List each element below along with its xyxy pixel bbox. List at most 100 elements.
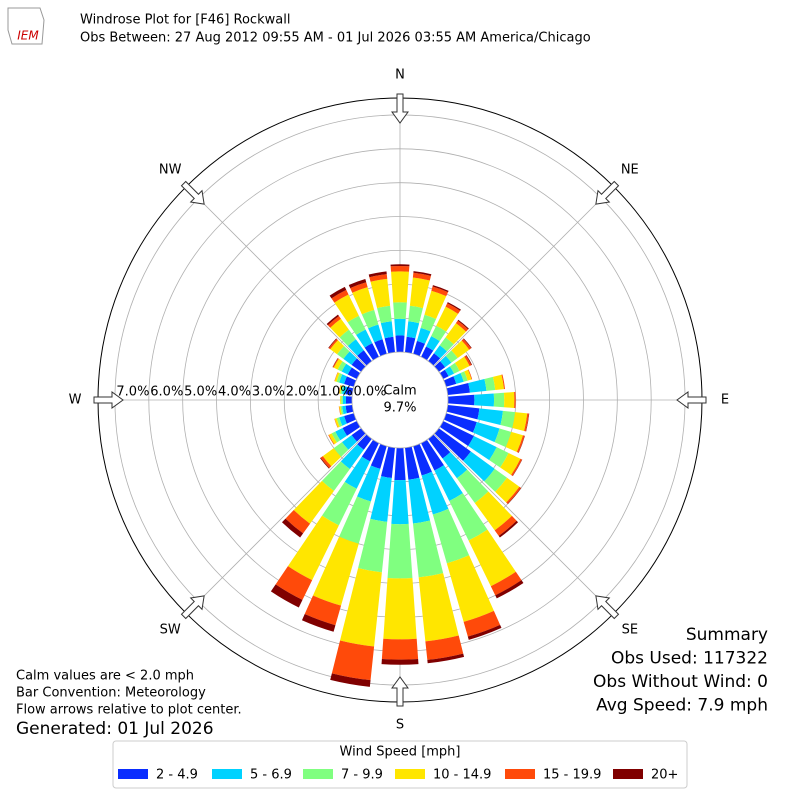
wind-bar-segment (287, 515, 339, 581)
flow-arrow-shape (391, 93, 409, 124)
wind-bar-segment (440, 355, 452, 368)
wind-bar-segment (516, 435, 525, 453)
wind-bar-segment (333, 442, 349, 457)
summary-line: Avg Speed: 7.9 mph (596, 696, 768, 716)
flow-arrow-shape (595, 180, 620, 205)
wind-bar-segment (391, 271, 409, 303)
wind-bar-segment (443, 376, 457, 387)
r-tick-label: 6.0% (150, 385, 183, 400)
wind-bar-segment (328, 433, 337, 445)
flow-arrow (180, 180, 205, 205)
wind-bar-segment (453, 373, 464, 384)
wind-bar-segment (425, 635, 464, 660)
wind-bar-segment (409, 277, 430, 309)
wind-bar-segment (518, 435, 525, 453)
wind-bar-segment (434, 465, 463, 501)
wind-bar-segment (455, 320, 469, 332)
wind-bar-segment (357, 350, 372, 366)
flow-arrow (595, 180, 620, 205)
wind-bar-segment (328, 338, 338, 350)
wind-bar-segment (321, 461, 350, 491)
wind-bar-segment (364, 343, 379, 361)
r-tick-label: 4.0% (218, 385, 251, 400)
wind-bar-segment (457, 319, 469, 330)
wind-bar-segment (374, 339, 387, 357)
wind-bar-segment (465, 355, 473, 366)
wind-bar-segment (322, 481, 357, 526)
chart-subtitle: Obs Between: 27 Aug 2012 09:55 AM - 01 J… (80, 31, 591, 46)
legend-label: 2 - 4.9 (156, 768, 198, 783)
wind-bar-segment (334, 418, 338, 428)
wind-bar-segment (408, 477, 431, 524)
wind-bar-segment (495, 580, 524, 599)
legend-label: 7 - 9.9 (341, 768, 383, 783)
wind-bar-segment (357, 434, 372, 450)
legend-swatch (303, 769, 333, 779)
wind-bar-segment (461, 338, 472, 350)
radial-grid-line (433, 186, 614, 367)
wind-bar-segment (370, 476, 392, 522)
wind-bar-segment (342, 385, 347, 395)
wind-bar-segment (418, 573, 459, 642)
legend-label: 10 - 14.9 (433, 768, 491, 783)
wind-bar-segment (484, 468, 508, 492)
summary-line: Obs Used: 117322 (611, 649, 768, 669)
wind-bar-segment (281, 518, 304, 538)
wind-bar-segment (384, 336, 395, 354)
wind-bar-segment (507, 487, 522, 505)
wind-bar-segment (331, 640, 375, 681)
wind-bar-segment (339, 385, 342, 394)
wind-bar-segment (336, 417, 343, 427)
wind-bar-segment (320, 456, 332, 469)
generated: Generated: 01 Jul 2026 (16, 719, 214, 739)
wind-bar-segment (387, 523, 413, 579)
r-tick-label: 2.0% (286, 385, 319, 400)
wind-bar-segment (426, 336, 440, 351)
wind-bar-segment (451, 340, 470, 359)
wind-bar-segment (340, 568, 382, 647)
r-tick-label: 5.0% (184, 385, 217, 400)
wind-bar-segment (494, 428, 512, 448)
compass-label: W (69, 393, 82, 408)
wind-bar-segment (338, 385, 341, 394)
flow-arrow-shape (676, 391, 707, 409)
summary-line: Obs Without Wind: 0 (593, 672, 768, 692)
flow-arrow (391, 93, 409, 124)
r-tick-label: 0.0% (353, 385, 386, 400)
wind-bar-segment (492, 374, 504, 390)
wind-bar-segment (275, 566, 313, 600)
wind-bar-segment (449, 493, 488, 541)
wind-bar-segment (390, 264, 410, 267)
wind-bar-segment (330, 340, 345, 355)
wind-bar-segment (445, 303, 461, 314)
wind-bar-segment (442, 452, 468, 479)
wind-bar-segment (361, 309, 379, 329)
wind-bar-segment (503, 392, 515, 408)
flow-arrow (676, 391, 707, 409)
legend-box (112, 740, 688, 789)
wind-bar-segment (467, 624, 502, 640)
wind-bar-segment (446, 405, 480, 420)
wind-bar-segment (339, 496, 371, 544)
wind-bar-segment (334, 372, 340, 382)
wind-bar-segment (472, 422, 500, 443)
wind-bar-segment (464, 369, 472, 381)
wind-bar-segment (413, 271, 432, 276)
radial-grid-line (186, 186, 367, 367)
wind-bar-segment (368, 324, 383, 343)
logo: IEM (7, 7, 45, 45)
wind-bar-segment (347, 367, 361, 379)
legend-title: Wind Speed [mph] (340, 745, 461, 760)
wind-bar-segment (357, 465, 381, 502)
wind-bar-segment (328, 434, 335, 445)
wind-bar-segment (334, 372, 338, 382)
wind-bar-segment (439, 337, 454, 352)
wind-bar-segment (493, 392, 505, 408)
wind-bar-segment (464, 355, 472, 367)
wind-bar-segment (501, 374, 505, 390)
wind-bar-segment (447, 302, 461, 311)
wind-bar-segment (322, 448, 342, 467)
calm-circle (351, 351, 449, 449)
wind-bar-segment (463, 451, 495, 482)
wind-bar-segment (332, 358, 339, 368)
